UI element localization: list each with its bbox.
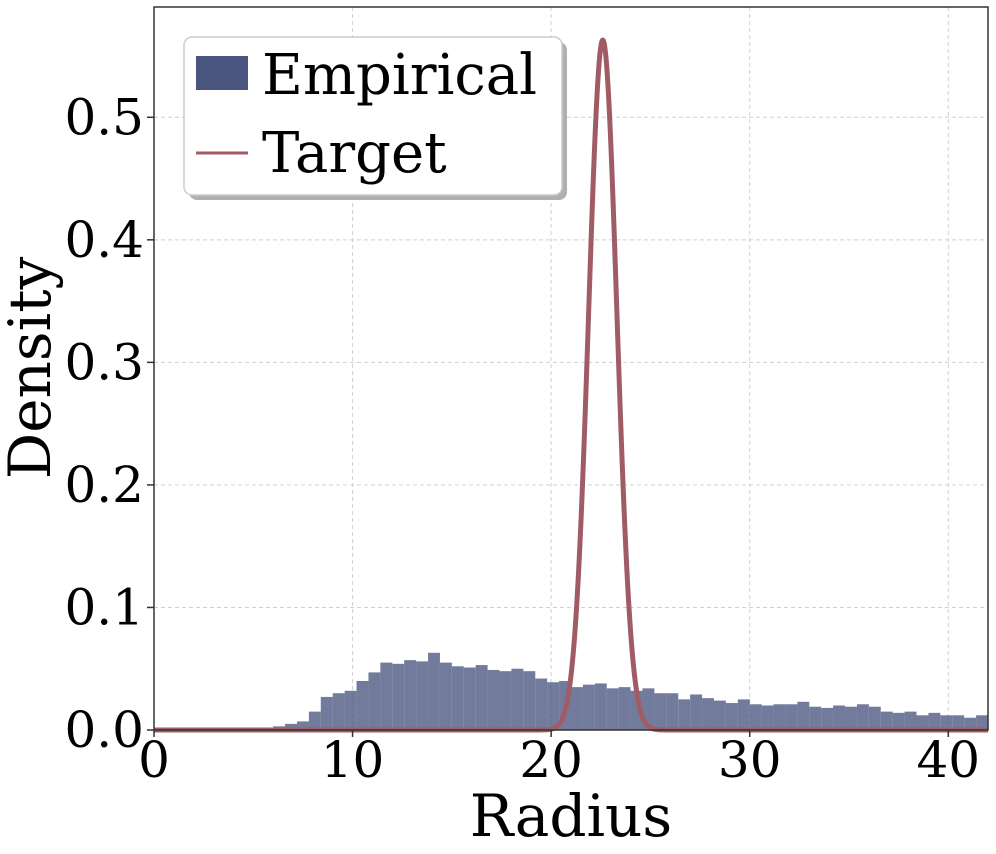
histogram-bar [451,666,464,730]
histogram-bar [976,715,988,730]
histogram-bar [344,690,357,730]
legend-label-target: Target [262,121,447,186]
histogram-bar [797,701,810,730]
histogram-bar [606,688,619,730]
histogram-bar [654,693,667,730]
legend: Empirical Target [183,36,567,200]
legend-swatch-empirical [196,56,248,90]
histogram-bar [392,663,405,730]
empirical-histogram [273,652,988,730]
y-tick-label: 0.2 [64,456,144,514]
grid-lines [153,7,988,731]
histogram-bar [523,671,536,730]
plot-frame [153,6,989,731]
histogram-bar [594,683,607,730]
histogram-bar [547,682,560,730]
histogram-bar [773,704,786,730]
histogram-bar [702,698,714,730]
histogram-bar [571,687,583,730]
histogram-bar [868,706,881,730]
histogram-bar [332,693,345,730]
histogram-bar [940,715,953,730]
histogram-bar [952,715,965,730]
histogram-bar [582,684,595,730]
histogram-bar [916,715,929,730]
histogram-bar [296,721,309,730]
histogram-bar [475,665,488,730]
histogram-bar [809,706,822,730]
histogram-bar [845,706,857,730]
histogram-bar [368,672,381,730]
histogram-bar [964,717,977,730]
y-axis-label: Density [0,256,64,479]
histogram-bar [463,667,476,730]
histogram-bar [856,704,869,730]
histogram-bar [439,662,452,730]
histogram-bar [404,660,417,730]
histogram-bar [308,711,321,730]
histogram-bar [833,705,846,730]
histogram-bar [678,699,691,730]
histogram-bar [499,671,512,730]
histogram-bar [630,690,643,730]
histogram-bar [487,669,500,730]
x-tick-label: 30 [718,731,782,789]
histogram-bar [428,652,440,730]
y-tick-label: 0.0 [64,701,144,759]
histogram-bar [749,704,762,730]
x-tick-label: 0 [138,731,170,789]
y-tick-label: 0.1 [64,578,144,636]
x-tick-label: 10 [321,731,385,789]
y-tick-label: 0.4 [64,211,144,269]
histogram-bar [285,723,297,730]
histogram-bar [737,699,750,730]
x-tick-label: 20 [519,731,583,789]
histogram-bar [761,705,774,730]
histogram-bar [880,711,893,730]
histogram-bar [690,694,703,730]
histogram-bar [642,688,655,730]
y-tick-label: 0.5 [64,88,144,146]
histogram-bar [928,712,941,730]
histogram-bar [821,707,834,730]
histogram-bar [892,712,905,730]
histogram-bar [618,687,631,730]
histogram-bar [380,662,393,730]
y-tick-label: 0.3 [64,333,144,391]
histogram-bar [320,696,333,730]
histogram-bar [356,680,369,730]
histogram-bar [713,700,726,730]
x-axis-ticks: 0 10 20 30 40 [138,730,980,789]
histogram-bar [785,704,798,730]
histogram-bar [511,668,524,730]
legend-box [183,36,563,196]
x-axis-label: Radius [470,782,672,850]
histogram-bar [725,703,738,730]
histogram-bar [416,661,429,730]
histogram-bar [535,678,548,730]
histogram-bar [666,693,679,730]
histogram-bar [904,711,917,730]
x-tick-label: 40 [916,731,980,789]
y-axis-ticks: 0.0 0.1 0.2 0.3 0.4 0.5 [64,88,154,759]
legend-label-empirical: Empirical [262,43,537,108]
